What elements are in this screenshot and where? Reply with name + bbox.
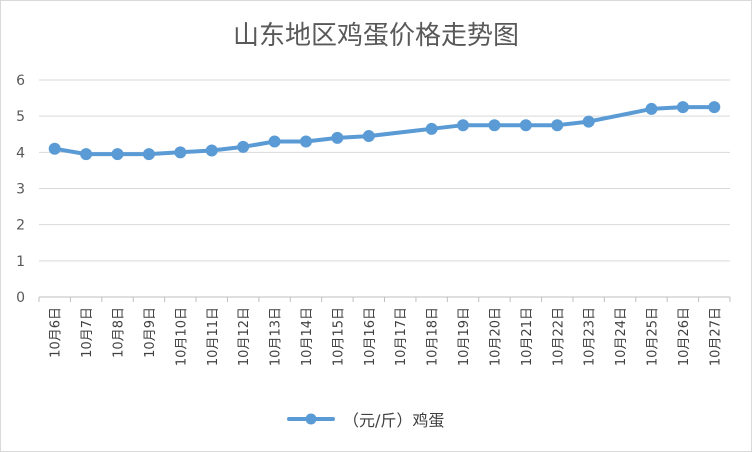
x-tick-label: 10月23日 <box>583 307 598 366</box>
line-chart: 0 1 2 3 4 5 6 10月6日 10月7日 10月8日 10月9日 10月10日 10月11日 1… <box>16 73 731 366</box>
x-tick-label: 10月14日 <box>300 307 315 366</box>
data-point <box>142 148 155 161</box>
series-line <box>52 105 717 157</box>
x-tick-label: 10月11日 <box>206 307 221 366</box>
x-tick-label: 10月25日 <box>645 307 660 366</box>
y-tick-label: 0 <box>16 290 25 306</box>
x-tick-label: 10月12日 <box>237 307 252 366</box>
data-point <box>488 119 501 132</box>
data-point <box>645 102 658 115</box>
data-point <box>708 101 721 114</box>
data-point <box>551 119 564 132</box>
y-tick-label: 1 <box>16 254 25 270</box>
x-tick-label: 10月19日 <box>457 307 472 366</box>
x-tick-label: 10月8日 <box>112 307 127 358</box>
x-tick-label: 10月26日 <box>677 307 692 366</box>
y-tick-label: 5 <box>16 109 25 125</box>
data-point <box>237 140 250 153</box>
x-tick-label: 10月6日 <box>49 307 64 358</box>
x-tick-label: 10月16日 <box>363 307 378 366</box>
x-tick-label: 10月10日 <box>174 307 189 366</box>
legend-label: （元/斤）鸡蛋 <box>343 411 445 430</box>
x-tick-label: 10月24日 <box>614 307 629 366</box>
x-tick-label: 10月22日 <box>551 307 566 366</box>
data-point <box>48 142 61 155</box>
data-point <box>457 119 470 132</box>
data-point <box>80 148 93 161</box>
y-tick-label: 6 <box>16 73 25 89</box>
data-point <box>174 146 187 159</box>
data-point <box>205 144 218 157</box>
legend: （元/斤）鸡蛋 <box>287 407 444 431</box>
y-tick-label: 3 <box>16 182 25 198</box>
chart-title: 山东地区鸡蛋价格走势图 <box>232 21 519 51</box>
x-tick-label: 10月7日 <box>80 307 95 358</box>
data-point <box>331 131 344 144</box>
data-point <box>582 115 595 128</box>
data-point <box>425 122 438 135</box>
legend-swatch <box>287 413 335 425</box>
y-tick-label: 2 <box>16 218 25 234</box>
data-point <box>519 119 532 132</box>
x-tick-label: 10月20日 <box>488 307 503 366</box>
data-point <box>362 130 375 143</box>
data-point <box>268 135 281 148</box>
data-point <box>111 148 124 161</box>
data-point <box>676 101 689 114</box>
x-tick-label: 10月17日 <box>394 307 409 366</box>
x-tick-label: 10月21日 <box>520 307 535 366</box>
x-tick-label: 10月18日 <box>426 307 441 366</box>
x-tick-label: 10月9日 <box>143 307 158 358</box>
data-point <box>299 135 312 148</box>
x-tick-label: 10月13日 <box>269 307 284 366</box>
y-tick-label: 4 <box>16 145 25 161</box>
x-tick-label: 10月15日 <box>331 307 346 366</box>
x-tick-label: 10月27日 <box>708 307 723 366</box>
